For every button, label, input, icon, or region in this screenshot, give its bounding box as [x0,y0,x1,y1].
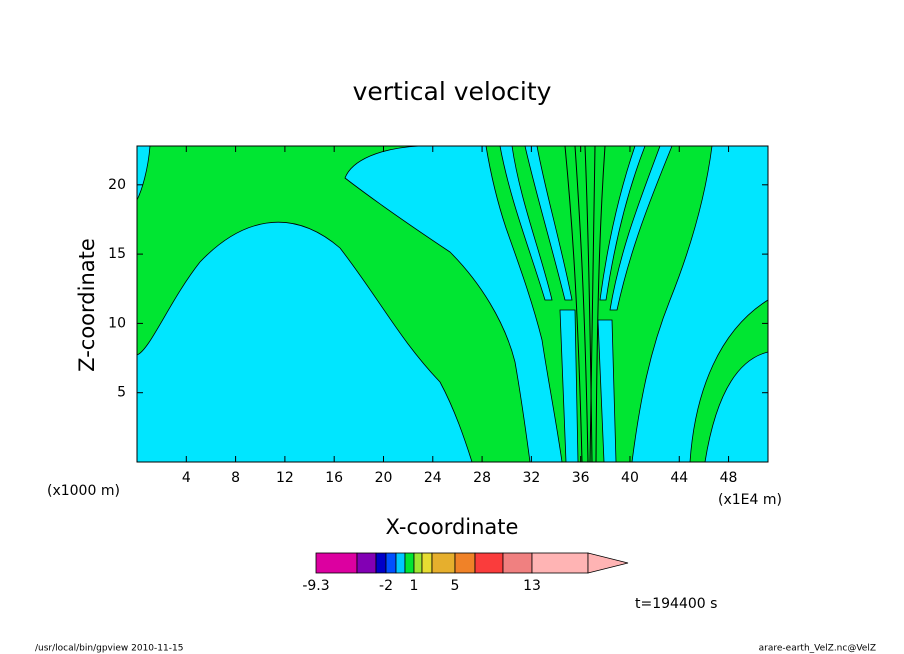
x-tick-label: 44 [670,470,688,486]
region [499,145,553,301]
x-tick-label: 48 [720,470,738,486]
y-tick-label: 10 [108,315,126,331]
y-axis-label: Z-coordinate [75,238,99,372]
x-tick-label: 12 [276,470,294,486]
region [524,145,573,301]
colorbar-swatch [454,552,476,574]
contour-field [136,145,769,463]
contour-line [595,145,606,463]
region [344,145,563,463]
colorbar-label: 1 [410,578,419,594]
colorbar-swatch [502,552,533,574]
colorbar-swatch [395,552,406,574]
x-tick-label: 4 [182,470,191,486]
colorbar-swatch [421,552,433,574]
colorbar-label: -2 [379,578,393,594]
time-label: t=194400 s [635,596,717,612]
x-tick-label: 8 [231,470,240,486]
x-tick-label: 16 [325,470,343,486]
colorbar-swatch [474,552,504,574]
colorbar-swatch [356,552,377,574]
footer-left: /usr/local/bin/gpview 2010-11-15 [35,644,183,654]
y-tick-label: 15 [108,246,126,262]
colorbar-swatch [413,552,423,574]
negative-regions [136,145,769,463]
x-tick-label: 32 [522,470,540,486]
x-tick-label: 36 [572,470,590,486]
contour-line [564,145,583,463]
x-unit-left: (x1000 m) [47,483,120,499]
region [609,145,673,311]
chart-title: vertical velocity [353,77,552,106]
x-tick-label: 24 [424,470,442,486]
x-unit-right: (x1E4 m) [718,492,782,508]
colorbar-swatch [315,552,358,574]
colorbar-swatch [404,552,415,574]
y-tick-label: 20 [108,177,126,193]
plot-frame [136,145,769,463]
colorbar-label: -9.3 [302,578,329,594]
x-tick-label: 28 [473,470,491,486]
colorbar-swatch [385,552,397,574]
contour-line [574,145,589,463]
region [136,221,473,463]
y-tick-label: 5 [117,385,126,401]
colorbar-swatch [531,552,589,574]
region [599,145,646,301]
colorbar-swatch [431,552,456,574]
x-axis-label: X-coordinate [386,515,519,539]
colorbar-arrow [587,552,629,574]
x-tick-label: 20 [375,470,393,486]
x-tick-label: 40 [621,470,639,486]
footer-right: arare-earth_VelZ.nc@VelZ [759,644,876,654]
colorbar-label: 13 [523,578,541,594]
colorbar-swatch [375,552,387,574]
colorbar-label: 5 [451,578,460,594]
